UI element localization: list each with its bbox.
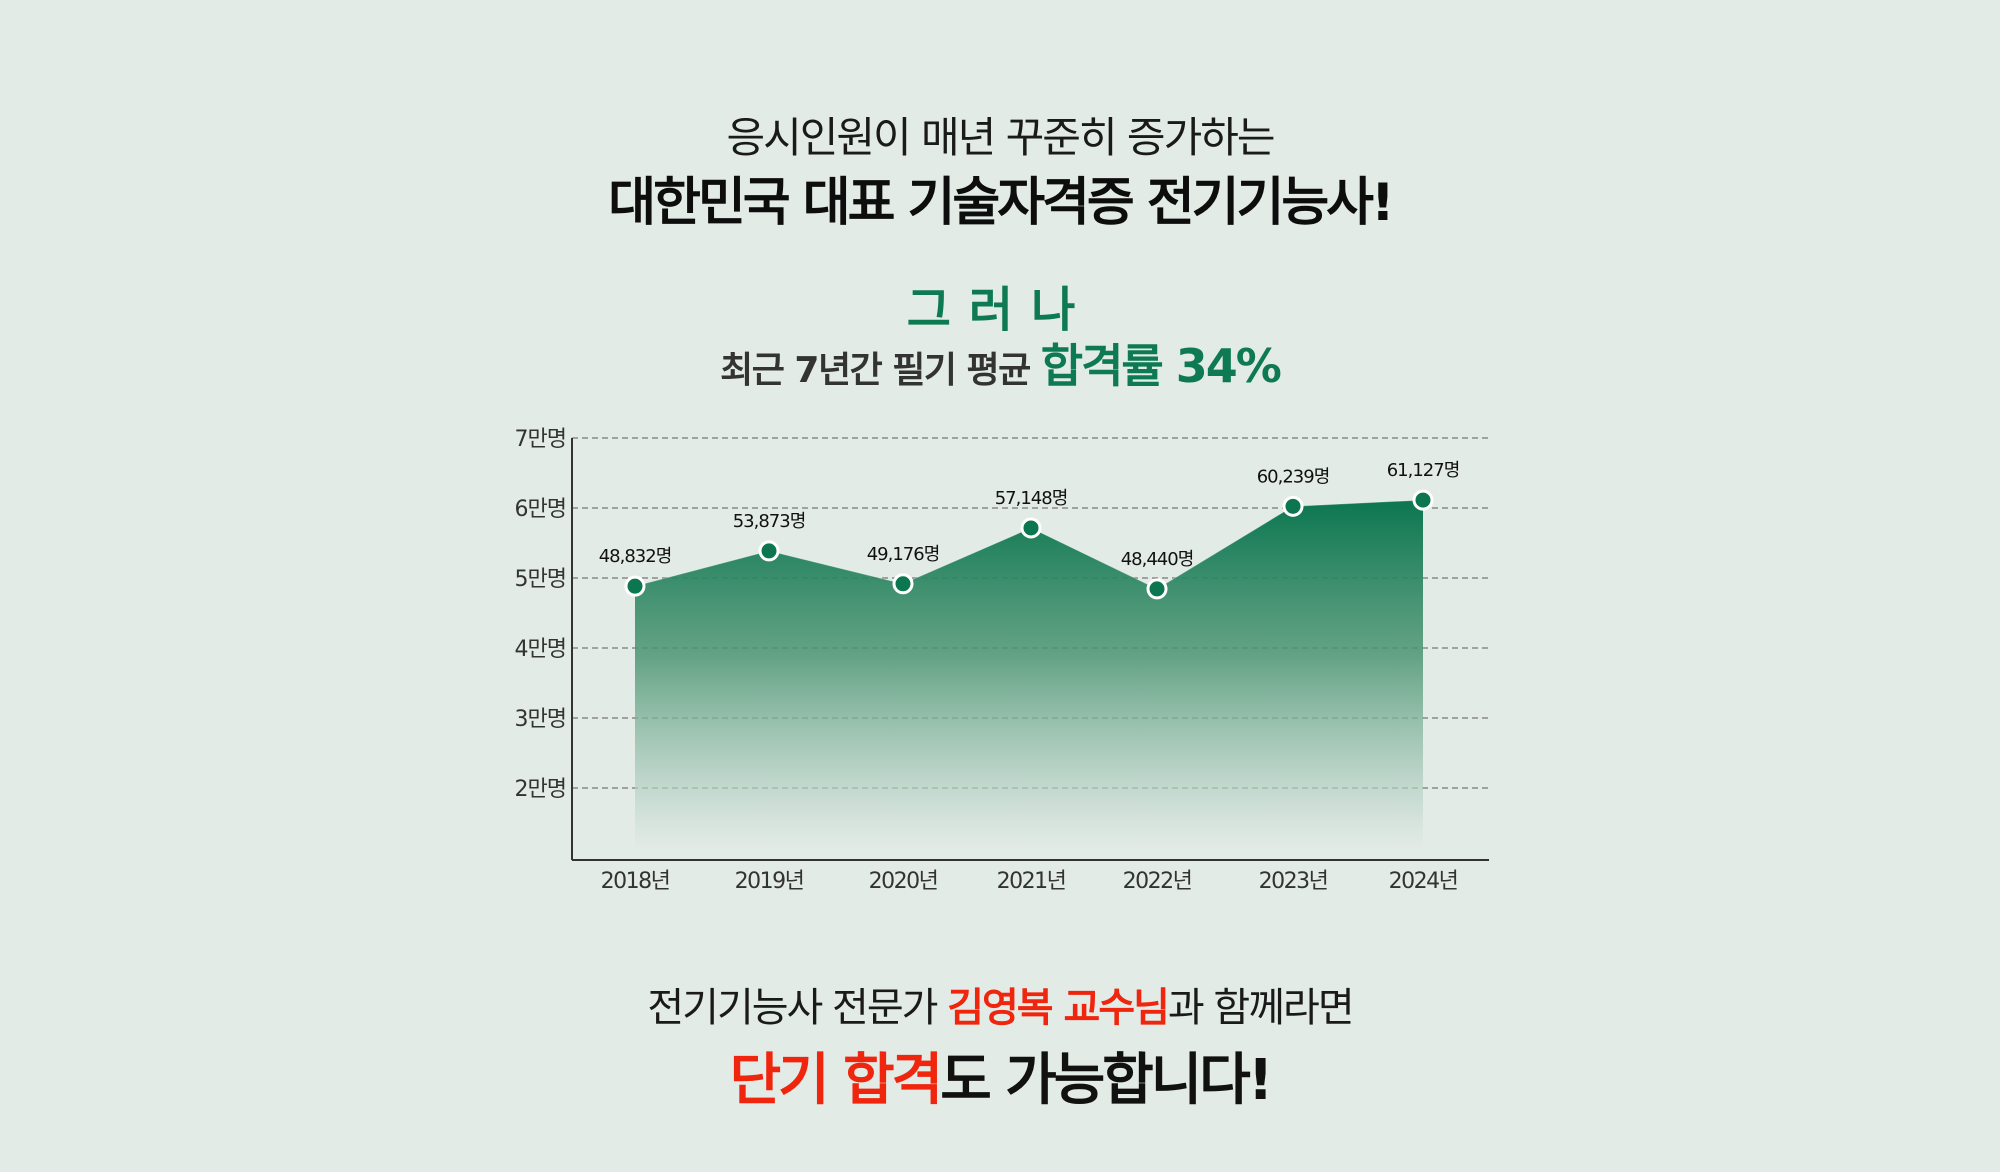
x-tick-label: 2020년	[869, 869, 938, 894]
data-point	[758, 540, 780, 562]
pass-rate-highlight: 합격률 34%	[1040, 339, 1282, 393]
data-label: 48,440명	[1121, 549, 1194, 570]
data-points	[624, 489, 1434, 600]
professor-name: 김영복 교수님	[947, 985, 1170, 1031]
x-tick-labels: 2018년 2019년 2020년 2021년 2022년 2023년 2024년	[601, 869, 1459, 894]
data-label: 60,239명	[1257, 466, 1330, 487]
short-term-pass-highlight: 단기 합격	[729, 1048, 944, 1113]
footer-line1-suffix: 과 함께라면	[1167, 985, 1355, 1031]
data-label: 48,832명	[599, 546, 672, 567]
footer-line-1: 전기기능사 전문가 김영복 교수님과 함께라면	[0, 975, 2000, 1033]
y-tick-label: 2만명	[515, 777, 566, 802]
y-tick-label: 4만명	[515, 637, 566, 662]
x-tick-label: 2022년	[1123, 869, 1192, 894]
area-fill	[635, 500, 1423, 850]
transition-word: 그러나	[906, 282, 1094, 338]
data-label: 49,176명	[867, 544, 940, 565]
x-tick-label: 2023년	[1259, 869, 1328, 894]
data-label: 53,873명	[733, 511, 806, 532]
y-tick-label: 6만명	[515, 497, 566, 522]
data-point	[1020, 517, 1042, 539]
pass-rate-prefix: 최근 7년간 필기 평균	[720, 350, 1041, 391]
data-labels: 48,832명 53,873명 49,176명 57,148명 48,440명 60,23…	[599, 460, 1461, 570]
data-point	[1282, 495, 1304, 517]
y-tick-label: 5만명	[515, 567, 566, 592]
data-label: 57,148명	[995, 488, 1068, 509]
data-label: 61,127명	[1387, 460, 1460, 481]
data-point	[624, 575, 646, 597]
header-subtitle: 응시인원이 매년 꾸준히 증가하는	[726, 113, 1275, 162]
data-point	[892, 573, 914, 595]
data-point	[1146, 578, 1168, 600]
x-tick-label: 2019년	[735, 869, 804, 894]
footer-line2-suffix: 도 가능합니다!	[940, 1048, 1273, 1113]
page-title: 대한민국 대표 기술자격증 전기기능사!	[608, 173, 1394, 233]
pass-rate-line: 최근 7년간 필기 평균 합격률 34%	[0, 330, 2000, 396]
x-tick-label: 2024년	[1389, 869, 1458, 894]
y-tick-label: 7만명	[515, 427, 566, 452]
y-tick-label: 3만명	[515, 707, 566, 732]
y-tick-labels: 2만명 3만명 4만명 5만명 6만명 7만명	[515, 427, 567, 802]
x-tick-label: 2018년	[601, 869, 670, 894]
footer-line1-prefix: 전기기능사 전문가	[647, 985, 948, 1031]
footer-line-2: 단기 합격도 가능합니다!	[0, 1035, 2000, 1116]
data-point	[1412, 489, 1434, 511]
x-tick-label: 2021년	[997, 869, 1066, 894]
